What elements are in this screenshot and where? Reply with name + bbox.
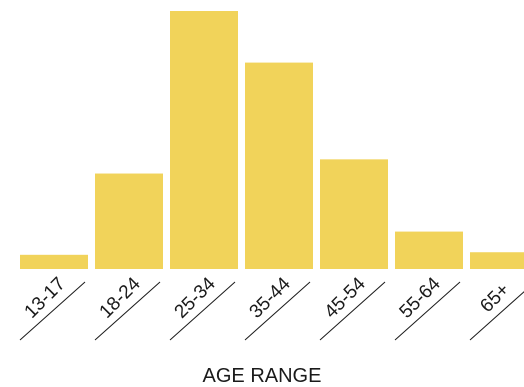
tick-underline-45-54 [319, 281, 386, 341]
x-tick-labels-group: 13-17 18-24 25-34 35-44 45-54 55-64 65+ [19, 273, 524, 341]
bars-group [20, 11, 524, 269]
x-tick-label: 45-54 [321, 273, 371, 323]
x-tick-label: 25-34 [171, 273, 221, 323]
tick-underline-65+ [469, 291, 524, 341]
bar-45-54 [320, 159, 388, 269]
bar-35-44 [245, 62, 313, 269]
tick-underline-18-24 [94, 281, 161, 341]
bar-55-64 [395, 231, 463, 269]
x-tick-label: 55-64 [396, 273, 446, 323]
tick-underline-35-44 [244, 281, 311, 341]
tick-underline-13-17 [19, 281, 86, 341]
tick-underline-25-34 [169, 281, 236, 341]
bar-13-17 [20, 254, 88, 269]
bar-18-24 [95, 173, 163, 269]
x-tick-label: 35-44 [246, 273, 296, 323]
bar-65+ [470, 252, 524, 269]
x-tick-label: 13-17 [21, 274, 70, 323]
x-tick-label: 18-24 [96, 273, 146, 323]
tick-underline-55-64 [394, 281, 461, 341]
x-tick-label: 65+ [476, 279, 514, 317]
bar-25-34 [170, 11, 238, 269]
x-axis-label: AGE RANGE [203, 365, 322, 387]
